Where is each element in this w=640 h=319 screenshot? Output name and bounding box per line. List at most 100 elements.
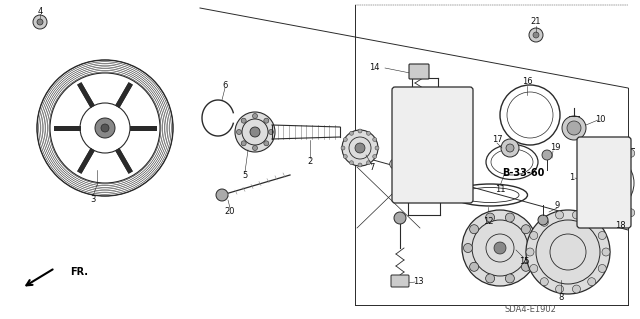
Text: SDA4-E1902: SDA4-E1902 (504, 306, 556, 315)
Text: 1: 1 (570, 174, 575, 182)
FancyBboxPatch shape (391, 275, 409, 287)
Circle shape (462, 210, 538, 286)
Circle shape (540, 278, 548, 286)
Circle shape (526, 210, 610, 294)
Text: 10: 10 (595, 115, 605, 124)
Circle shape (470, 262, 479, 271)
Text: 20: 20 (225, 207, 236, 217)
Circle shape (556, 285, 564, 293)
Circle shape (237, 130, 241, 135)
Circle shape (562, 116, 586, 140)
Text: 2: 2 (307, 158, 312, 167)
Circle shape (367, 161, 371, 165)
Circle shape (530, 264, 538, 272)
Circle shape (394, 212, 406, 224)
Circle shape (588, 278, 596, 286)
Circle shape (235, 112, 275, 152)
Circle shape (572, 285, 580, 293)
Circle shape (529, 28, 543, 42)
Circle shape (101, 124, 109, 132)
Circle shape (355, 143, 365, 153)
Circle shape (349, 131, 353, 135)
Text: 6: 6 (222, 80, 228, 90)
Circle shape (451, 159, 460, 169)
Circle shape (470, 225, 479, 234)
Circle shape (501, 139, 519, 157)
Text: 18: 18 (614, 220, 625, 229)
Text: FR.: FR. (70, 267, 88, 277)
Circle shape (253, 145, 257, 151)
Circle shape (522, 262, 531, 271)
Circle shape (572, 211, 580, 219)
Text: 16: 16 (522, 78, 532, 86)
Circle shape (506, 213, 515, 222)
Circle shape (538, 215, 548, 225)
Circle shape (375, 146, 379, 150)
Circle shape (33, 15, 47, 29)
Text: 7: 7 (369, 164, 374, 173)
Text: 5: 5 (243, 170, 248, 180)
Circle shape (349, 161, 353, 165)
Circle shape (506, 274, 515, 283)
Text: 17: 17 (492, 136, 502, 145)
Circle shape (390, 159, 400, 169)
Text: 12: 12 (483, 218, 493, 226)
Circle shape (250, 127, 260, 137)
FancyBboxPatch shape (409, 64, 429, 79)
Circle shape (533, 32, 539, 38)
Circle shape (494, 242, 506, 254)
Text: B-33-60: B-33-60 (502, 168, 544, 178)
Circle shape (241, 118, 246, 123)
Circle shape (241, 141, 246, 146)
Circle shape (358, 129, 362, 133)
Circle shape (627, 149, 635, 157)
Circle shape (420, 96, 430, 106)
Circle shape (264, 141, 269, 146)
Circle shape (37, 19, 43, 25)
Circle shape (506, 144, 514, 152)
Circle shape (577, 149, 585, 157)
Circle shape (542, 150, 552, 160)
FancyBboxPatch shape (392, 87, 473, 203)
Text: 4: 4 (37, 8, 43, 17)
Text: 15: 15 (519, 257, 529, 266)
Text: 9: 9 (554, 202, 559, 211)
Circle shape (540, 218, 548, 226)
Circle shape (627, 209, 635, 217)
Text: 19: 19 (550, 144, 560, 152)
Circle shape (95, 118, 115, 138)
Text: 21: 21 (531, 18, 541, 26)
Circle shape (530, 232, 538, 240)
FancyBboxPatch shape (577, 137, 631, 228)
Circle shape (216, 189, 228, 201)
Circle shape (343, 154, 348, 159)
Circle shape (343, 137, 348, 142)
Circle shape (341, 146, 345, 150)
Text: 14: 14 (369, 63, 380, 72)
Circle shape (527, 243, 536, 253)
Circle shape (598, 232, 606, 240)
Circle shape (522, 225, 531, 234)
Text: 3: 3 (90, 196, 96, 204)
Circle shape (372, 154, 377, 159)
Circle shape (577, 209, 585, 217)
Circle shape (486, 213, 495, 222)
Circle shape (486, 274, 495, 283)
Circle shape (526, 248, 534, 256)
Circle shape (342, 130, 378, 166)
Circle shape (602, 248, 610, 256)
Circle shape (567, 121, 581, 135)
Text: 8: 8 (558, 293, 564, 301)
Circle shape (358, 163, 362, 167)
Circle shape (253, 114, 257, 118)
Circle shape (556, 211, 564, 219)
Text: 11: 11 (495, 186, 505, 195)
Circle shape (269, 130, 273, 135)
Circle shape (463, 243, 472, 253)
Circle shape (367, 131, 371, 135)
Circle shape (372, 137, 377, 142)
Circle shape (264, 118, 269, 123)
Circle shape (588, 218, 596, 226)
Circle shape (598, 264, 606, 272)
Text: 13: 13 (413, 278, 423, 286)
